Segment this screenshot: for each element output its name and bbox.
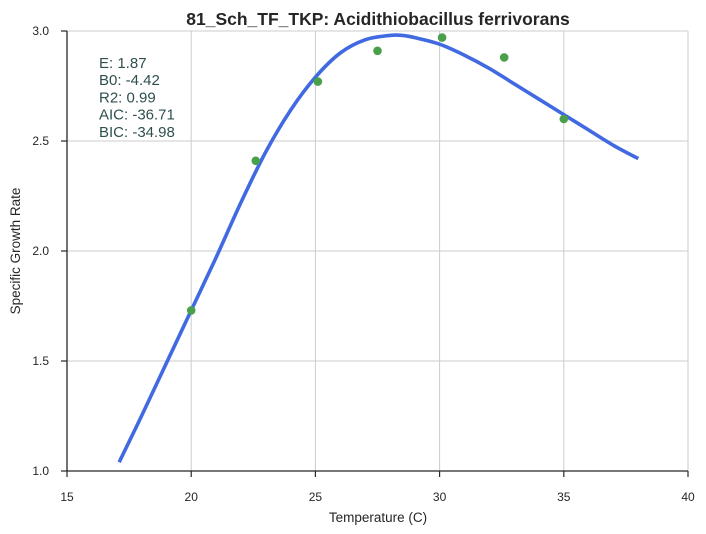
y-tick-label: 1.5 [32,354,49,368]
y-axis-label: Specific Growth Rate [8,188,23,315]
chart-title: 81_Sch_TF_TKP: Acidithiobacillus ferrivo… [186,9,570,29]
y-tick-label: 2.0 [32,244,49,258]
data-point [499,53,509,62]
stat-line: B0: -4.42 [99,72,160,89]
x-tick-label: 15 [60,490,74,504]
x-tick-label: 20 [185,490,199,504]
x-axis-label: Temperature (C) [329,510,427,525]
y-tick-label: 3.0 [32,24,49,38]
x-tick-label: 40 [681,490,695,504]
data-point [251,156,261,166]
ticks: 15 20 25 30 35 40 1.0 1.5 2.0 2.5 3.0 [32,24,695,504]
data-point [559,114,569,124]
grid [67,30,689,471]
data-point [313,77,323,86]
y-tick-label: 2.5 [32,134,49,148]
stat-line: R2: 0.99 [99,89,156,106]
data-point [373,46,382,56]
data-points [186,33,569,315]
stat-line: BIC: -34.98 [99,124,175,141]
fit-curve [117,33,640,463]
x-tick-label: 30 [433,490,447,504]
x-tick-label: 25 [309,490,323,504]
x-tick-label: 35 [557,490,571,504]
data-point [437,33,447,42]
stat-line: AIC: -36.71 [99,107,175,124]
y-tick-label: 1.0 [32,464,49,478]
data-point [186,306,196,315]
stat-line: E: 1.87 [99,55,147,72]
